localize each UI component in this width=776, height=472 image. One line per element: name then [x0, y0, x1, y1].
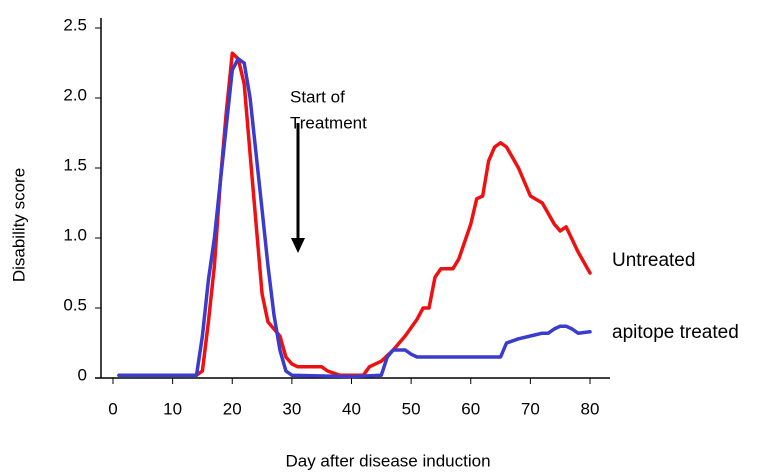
x-tick-label: 30 [282, 399, 301, 418]
y-tick-label: 2.0 [63, 85, 87, 104]
x-tick-label: 0 [108, 399, 117, 418]
x-tick-label: 10 [163, 399, 182, 418]
series-label: Untreated [612, 250, 695, 271]
series-line [117, 57, 592, 379]
x-tick-label: 60 [461, 399, 480, 418]
y-tick-label: 2.5 [63, 15, 87, 34]
y-tick-label: 0.5 [63, 295, 87, 314]
y-tick-label: 1.0 [63, 225, 87, 244]
x-axis-label: Day after disease induction [285, 451, 490, 470]
x-tick-label: 70 [521, 399, 540, 418]
series-line [117, 51, 592, 377]
x-tick-label: 80 [581, 399, 600, 418]
series-label: apitope treated [612, 322, 739, 343]
x-tick-label: 40 [342, 399, 361, 418]
arrow-head [291, 238, 305, 253]
annotation: Start of [290, 87, 345, 106]
y-axis-label: Disability score [9, 168, 28, 282]
y-tick-label: 0 [78, 365, 87, 384]
y-tick-label: 1.5 [63, 155, 87, 174]
x-tick-label: 50 [402, 399, 421, 418]
annotation: Treatment [290, 113, 367, 132]
x-tick-label: 20 [223, 399, 242, 418]
